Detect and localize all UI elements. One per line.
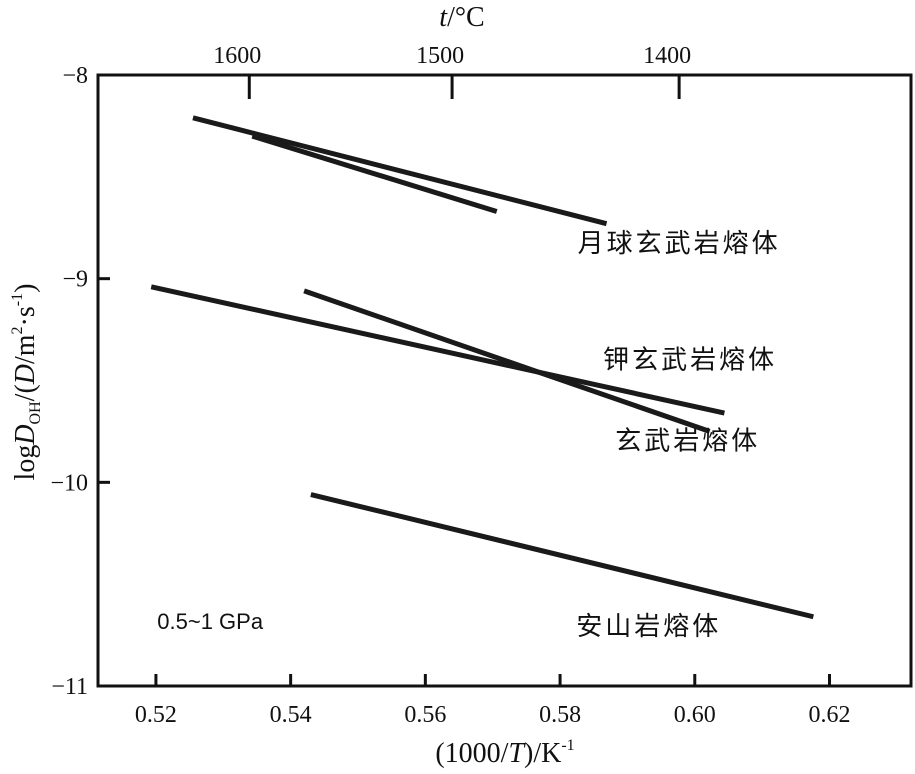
- text-labels: 0.52 0.54 0.56 0.58 0.60 0.62 −8 −9 −10 −11 1600 15…: [50, 43, 850, 728]
- y-tick-label: −8: [62, 63, 88, 89]
- x-tick-label: 0.54: [270, 702, 312, 728]
- series-line: [150, 284, 725, 416]
- axis-ticks: [98, 73, 831, 688]
- x-tick-label: 0.52: [135, 702, 177, 728]
- y-axis-title: logDOH/(D/m2·s-1): [9, 284, 44, 481]
- series-line: [251, 133, 498, 214]
- series-lines: [150, 115, 814, 620]
- series-line: [310, 492, 814, 620]
- x-tick-label: 0.56: [404, 702, 446, 728]
- y-tick-label: −10: [50, 470, 88, 496]
- y-tick-label: −11: [51, 674, 88, 700]
- top-tick-label: 1500: [416, 43, 464, 69]
- y-tick-label: −9: [62, 267, 88, 293]
- series-label: 钾玄武岩熔体: [603, 345, 777, 375]
- x-axis-title: (1000/T)/K-1: [435, 737, 574, 769]
- x-tick-label: 0.60: [674, 702, 716, 728]
- series-line: [303, 288, 711, 434]
- plot-frame: [96, 73, 913, 688]
- top-axis-title: t/°C: [439, 2, 484, 33]
- top-tick-label: 1600: [213, 43, 261, 69]
- series-label: 月球玄武岩熔体: [578, 229, 781, 259]
- series-label: 安山岩熔体: [576, 612, 721, 642]
- x-tick-label: 0.58: [539, 702, 581, 728]
- series-line: [192, 115, 608, 227]
- pressure-annotation: 0.5~1 GPa: [157, 609, 264, 634]
- x-tick-label: 0.62: [808, 702, 850, 728]
- series-label: 玄武岩熔体: [615, 427, 760, 457]
- top-tick-label: 1400: [643, 43, 691, 69]
